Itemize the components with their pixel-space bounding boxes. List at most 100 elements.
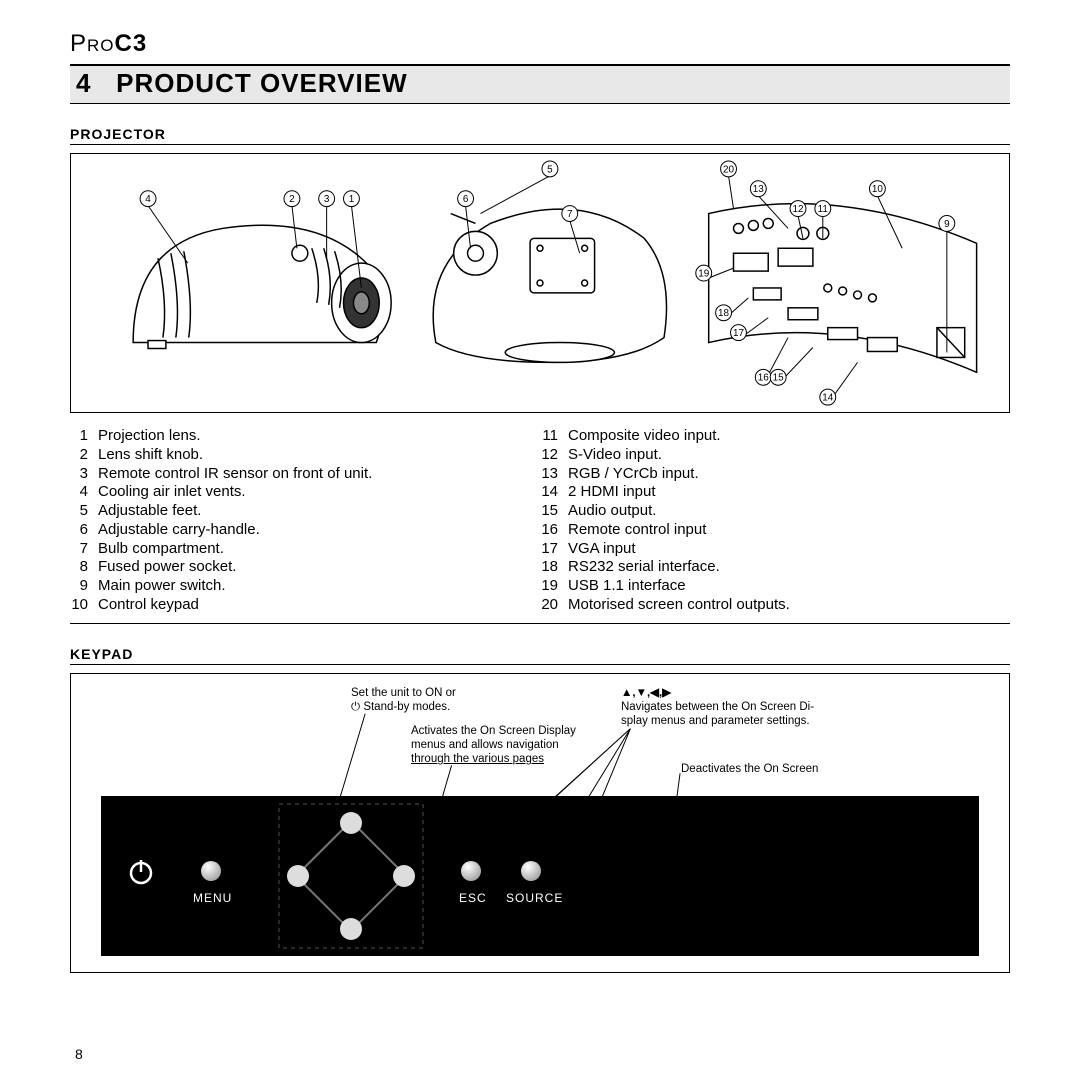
brand-title: ProC3 xyxy=(70,30,1010,58)
parts-text: RGB / YCrCb input. xyxy=(568,465,699,484)
parts-number: 8 xyxy=(70,558,98,577)
parts-row: 8Fused power socket. xyxy=(70,558,540,577)
parts-row: 13RGB / YCrCb input. xyxy=(540,465,1010,484)
svg-text:14: 14 xyxy=(822,393,834,404)
parts-text: Lens shift knob. xyxy=(98,446,203,465)
parts-row: 15Audio output. xyxy=(540,502,1010,521)
esc-callout: Deactivates the On Screen xyxy=(681,762,818,776)
parts-number: 20 xyxy=(540,596,568,615)
parts-row: 1Projection lens. xyxy=(70,427,540,446)
projector-svg: 423156720131211109191817161514 xyxy=(71,154,1009,412)
keypad-diagram: Set the unit to ON or ⏻ Stand-by modes. … xyxy=(70,673,1010,973)
parts-row: 16Remote control input xyxy=(540,521,1010,540)
source-button[interactable] xyxy=(521,861,541,881)
svg-text:1: 1 xyxy=(349,194,355,205)
parts-left-column: 1Projection lens.2Lens shift knob.3Remot… xyxy=(70,427,540,615)
parts-number: 16 xyxy=(540,521,568,540)
esc-label: ESC xyxy=(459,891,487,905)
parts-text: Composite video input. xyxy=(568,427,721,446)
section-number: 4 xyxy=(76,68,91,98)
parts-number: 3 xyxy=(70,465,98,484)
brand-c3: C3 xyxy=(115,30,148,57)
svg-text:7: 7 xyxy=(567,209,573,220)
svg-text:9: 9 xyxy=(944,219,950,230)
parts-text: Control keypad xyxy=(98,596,199,615)
parts-number: 9 xyxy=(70,577,98,596)
nav-callout: ▲,▼,◀,▶ Navigates between the On Screen … xyxy=(621,686,861,729)
svg-text:10: 10 xyxy=(872,184,884,195)
parts-text: 2 HDMI input xyxy=(568,483,656,502)
svg-text:11: 11 xyxy=(818,204,829,215)
svg-text:6: 6 xyxy=(463,194,469,205)
parts-number: 14 xyxy=(540,483,568,502)
parts-row: 2Lens shift knob. xyxy=(70,446,540,465)
parts-number: 7 xyxy=(70,540,98,559)
keypad-panel: MENU ESC SOURCE xyxy=(101,796,979,956)
svg-text:4: 4 xyxy=(145,194,151,205)
subheading-keypad: KEYPAD xyxy=(70,646,1010,665)
svg-text:15: 15 xyxy=(773,373,785,384)
parts-text: S-Video input. xyxy=(568,446,662,465)
parts-row: 142 HDMI input xyxy=(540,483,1010,502)
parts-number: 17 xyxy=(540,540,568,559)
svg-text:3: 3 xyxy=(324,194,330,205)
svg-text:13: 13 xyxy=(753,184,765,195)
parts-text: USB 1.1 interface xyxy=(568,577,686,596)
parts-text: Projection lens. xyxy=(98,427,201,446)
parts-number: 6 xyxy=(70,521,98,540)
svg-text:2: 2 xyxy=(289,194,295,205)
parts-number: 18 xyxy=(540,558,568,577)
parts-list: 1Projection lens.2Lens shift knob.3Remot… xyxy=(70,427,1010,624)
subheading-projector: PROJECTOR xyxy=(70,126,1010,145)
nav-pad[interactable] xyxy=(276,801,426,951)
svg-text:17: 17 xyxy=(733,328,745,339)
parts-number: 15 xyxy=(540,502,568,521)
source-label: SOURCE xyxy=(506,891,563,905)
parts-text: Adjustable feet. xyxy=(98,502,201,521)
parts-row: 18RS232 serial interface. xyxy=(540,558,1010,577)
parts-number: 2 xyxy=(70,446,98,465)
page-number: 8 xyxy=(75,1046,83,1062)
parts-number: 13 xyxy=(540,465,568,484)
parts-row: 6Adjustable carry-handle. xyxy=(70,521,540,540)
menu-button[interactable] xyxy=(201,861,221,881)
parts-text: RS232 serial interface. xyxy=(568,558,720,577)
parts-row: 12S-Video input. xyxy=(540,446,1010,465)
parts-text: Motorised screen control outputs. xyxy=(568,596,790,615)
parts-number: 5 xyxy=(70,502,98,521)
parts-number: 4 xyxy=(70,483,98,502)
parts-text: Cooling air inlet vents. xyxy=(98,483,246,502)
parts-text: VGA input xyxy=(568,540,636,559)
parts-right-column: 11Composite video input.12S-Video input.… xyxy=(540,427,1010,615)
parts-row: 11Composite video input. xyxy=(540,427,1010,446)
power-icon xyxy=(126,856,156,886)
parts-text: Main power switch. xyxy=(98,577,226,596)
brand-pro: Pro xyxy=(70,30,115,57)
svg-text:12: 12 xyxy=(792,204,804,215)
parts-row: 9Main power switch. xyxy=(70,577,540,596)
parts-row: 3Remote control IR sensor on front of un… xyxy=(70,465,540,484)
parts-row: 20Motorised screen control outputs. xyxy=(540,596,1010,615)
menu-label: MENU xyxy=(193,891,232,905)
section-title-bar: 4 PRODUCT OVERVIEW xyxy=(70,64,1010,104)
parts-number: 11 xyxy=(540,427,568,446)
svg-text:20: 20 xyxy=(723,164,735,175)
esc-button[interactable] xyxy=(461,861,481,881)
svg-text:19: 19 xyxy=(698,269,710,280)
parts-text: Remote control input xyxy=(568,521,706,540)
parts-row: 5Adjustable feet. xyxy=(70,502,540,521)
parts-text: Audio output. xyxy=(568,502,656,521)
parts-row: 10Control keypad xyxy=(70,596,540,615)
parts-number: 10 xyxy=(70,596,98,615)
parts-number: 1 xyxy=(70,427,98,446)
parts-text: Adjustable carry-handle. xyxy=(98,521,260,540)
parts-number: 12 xyxy=(540,446,568,465)
projector-diagram: 423156720131211109191817161514 xyxy=(70,153,1010,413)
parts-text: Remote control IR sensor on front of uni… xyxy=(98,465,372,484)
menu-callout: Activates the On Screen Display menus an… xyxy=(411,724,621,767)
parts-number: 19 xyxy=(540,577,568,596)
section-title: PRODUCT OVERVIEW xyxy=(116,68,407,98)
parts-text: Bulb compartment. xyxy=(98,540,224,559)
svg-text:16: 16 xyxy=(758,373,770,384)
parts-row: 17VGA input xyxy=(540,540,1010,559)
